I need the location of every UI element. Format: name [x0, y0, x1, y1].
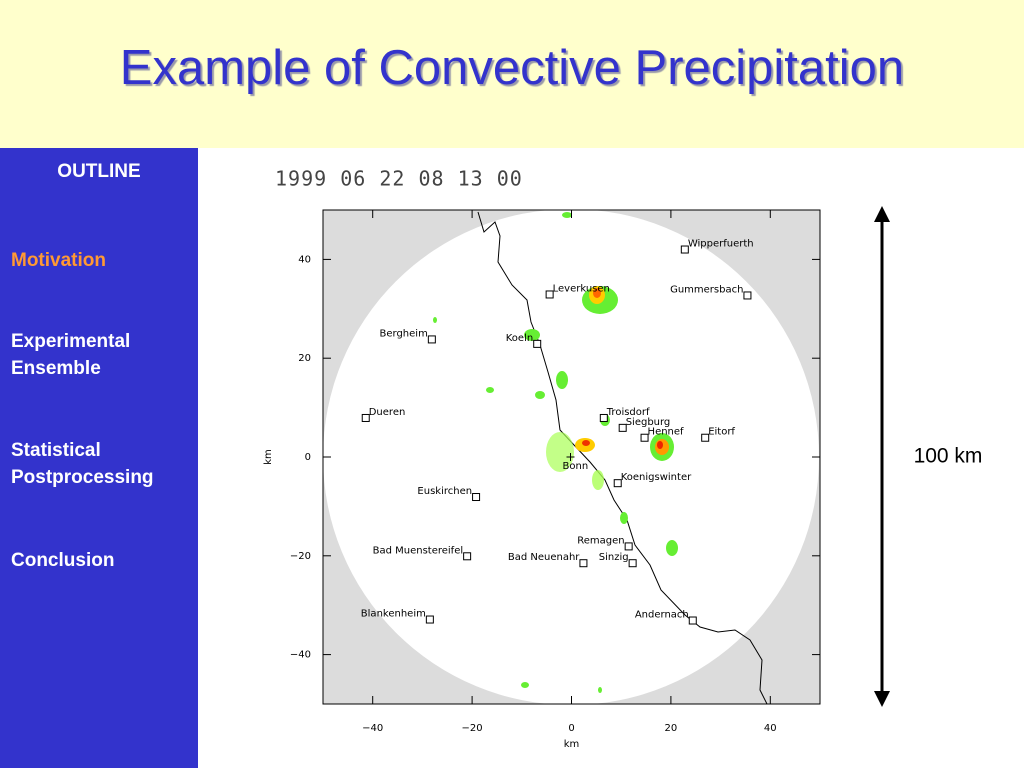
arrow-head — [874, 206, 890, 222]
place-marker — [566, 453, 575, 461]
y-tick-label: −20 — [290, 551, 311, 562]
axes: −40 −20 0 20 40 −40 −20 0 20 40 km km — [263, 210, 820, 750]
place-label: Bonn — [563, 461, 589, 472]
place-label: Remagen — [577, 535, 624, 546]
place-marker — [361, 413, 370, 422]
place-label: Dueren — [369, 407, 406, 418]
radar-background — [323, 210, 820, 704]
place-marker — [425, 615, 434, 624]
place: Dueren — [361, 407, 406, 422]
place-marker — [545, 290, 554, 299]
place: Euskirchen — [417, 486, 481, 502]
place-label: Troisdorf — [606, 407, 650, 418]
place-marker — [613, 479, 622, 488]
place-marker — [701, 433, 710, 442]
y-axis-label: km — [263, 449, 274, 465]
x-axis-label: km — [564, 739, 580, 750]
place-marker — [680, 245, 689, 254]
place-marker — [624, 542, 633, 551]
place: Gummersbach — [670, 284, 752, 300]
x-tick-label: 40 — [764, 723, 777, 734]
place-label: Bergheim — [380, 328, 428, 339]
place: Andernach — [635, 610, 697, 625]
place-label: Siegburg — [626, 417, 671, 428]
place: Blankenheim — [361, 609, 434, 624]
place-marker — [628, 559, 637, 568]
place-marker — [743, 291, 752, 300]
y-tick-label: 0 — [305, 452, 311, 463]
timestamp: 1999 06 22 08 13 00 — [275, 167, 523, 191]
place-marker — [599, 413, 608, 422]
place-label: Koeln — [506, 333, 533, 344]
radar-field — [323, 210, 819, 704]
place-label: Euskirchen — [417, 486, 472, 497]
place-marker — [618, 423, 627, 432]
scale-bar — [874, 206, 890, 707]
place: Bad Neuenahr — [508, 552, 588, 568]
place-marker — [427, 335, 436, 344]
place-label: Hennef — [648, 427, 685, 438]
place: Wipperfuerth — [680, 239, 754, 254]
place-label: Koenigswinter — [621, 472, 692, 483]
precipitation — [433, 212, 678, 693]
plot-frame — [322, 209, 821, 705]
river — [477, 211, 768, 704]
place-marker — [533, 339, 542, 348]
x-tick-label: 0 — [568, 723, 574, 734]
x-tick-label: 20 — [665, 723, 678, 734]
place-label: Sinzig — [599, 552, 629, 563]
place-marker — [688, 616, 697, 625]
place: Siegburg — [618, 417, 671, 432]
place-marker — [579, 559, 588, 568]
place-label: Bad Muenstereifel — [373, 545, 464, 556]
place: Koeln — [506, 333, 542, 348]
sidebar: OUTLINE Motivation Experimental Ensemble… — [0, 148, 198, 768]
place: Hennef — [640, 427, 685, 442]
outline-item[interactable]: Experimental Ensemble — [11, 331, 131, 379]
place-label: Bad Neuenahr — [508, 552, 580, 563]
x-tick-label: −20 — [462, 723, 483, 734]
outline-item[interactable]: Motivation — [11, 250, 106, 271]
place: Bergheim — [380, 328, 436, 344]
place: Bad Muenstereifel — [373, 545, 472, 561]
y-tick-label: 40 — [298, 254, 311, 265]
place: Sinzig — [599, 552, 637, 568]
outline-item[interactable]: Conclusion — [11, 550, 115, 571]
place-label: Leverkusen — [553, 283, 610, 294]
title-banner: Example of Convective Precipitation — [0, 0, 1024, 148]
outline-heading: OUTLINE — [57, 161, 141, 182]
place: Bonn — [563, 453, 589, 472]
place: Koenigswinter — [613, 472, 692, 488]
place-marker — [640, 433, 649, 442]
place-marker — [472, 493, 481, 502]
y-tick-label: −40 — [290, 650, 311, 661]
place: Leverkusen — [545, 283, 610, 299]
place-label: Wipperfuerth — [688, 239, 754, 250]
place: Troisdorf — [599, 407, 650, 422]
place: Remagen — [577, 535, 633, 551]
arrow-head — [874, 691, 890, 707]
place: Eitorf — [701, 427, 735, 442]
x-tick-label: −40 — [362, 723, 383, 734]
place-marker — [463, 552, 472, 561]
places: Wipperfuerth Leverkusen Gummersbach Berghei… — [361, 239, 754, 625]
slide-title: Example of Convective Precipitation — [119, 41, 905, 95]
scale-label: 100 km — [914, 445, 983, 468]
place-label: Blankenheim — [361, 609, 426, 620]
place-label: Gummersbach — [670, 284, 743, 295]
place-label: Eitorf — [708, 427, 735, 438]
y-tick-label: 20 — [298, 353, 311, 364]
outline-item[interactable]: Statistical Postprocessing — [11, 440, 154, 488]
place-label: Andernach — [635, 610, 689, 621]
radar-range — [323, 210, 819, 704]
